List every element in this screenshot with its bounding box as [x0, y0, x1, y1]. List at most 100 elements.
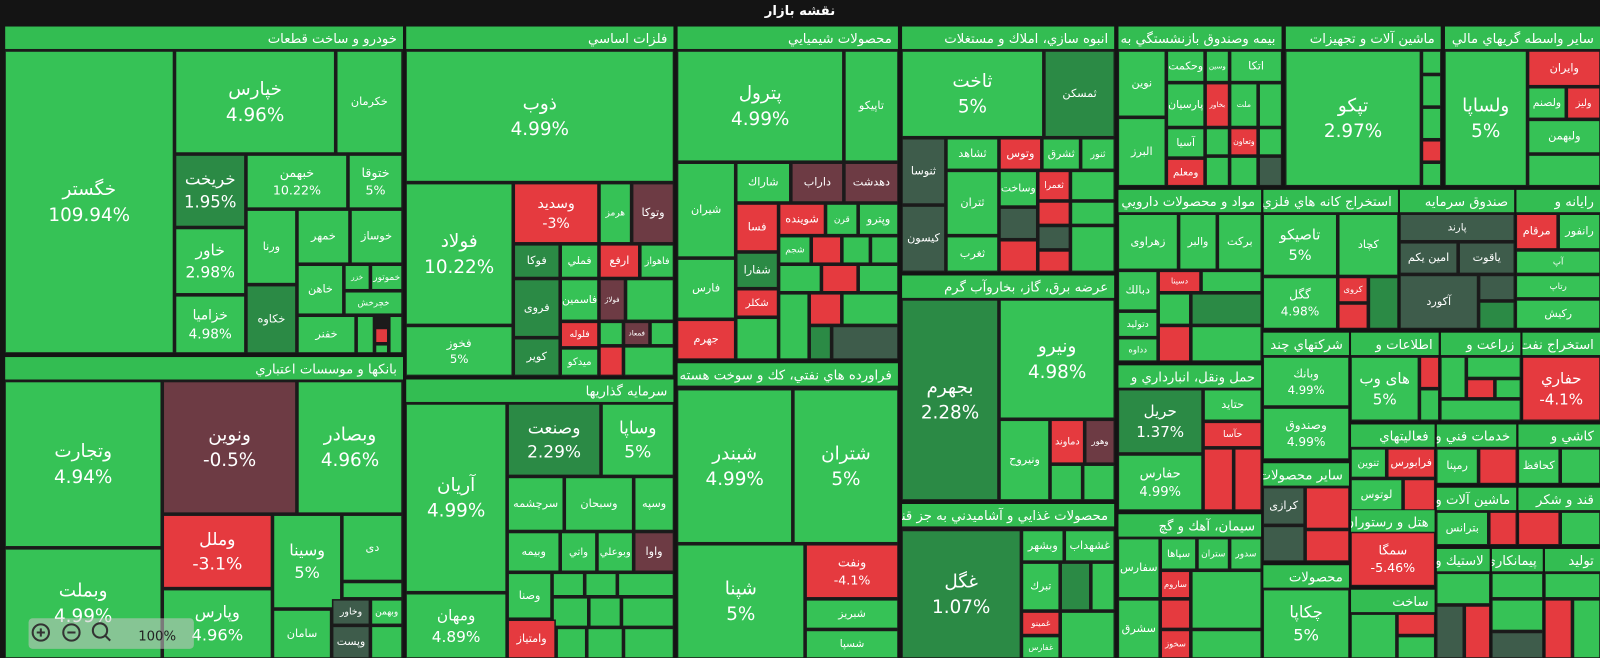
tile — [1397, 613, 1435, 636]
tile — [406, 182, 514, 326]
tile — [650, 321, 674, 346]
tile — [1160, 629, 1191, 658]
tile-change: 1.37% — [1136, 423, 1184, 441]
tile — [825, 203, 858, 236]
tile — [599, 182, 632, 244]
zoom-in-button[interactable] — [31, 623, 50, 642]
tile — [1118, 537, 1160, 599]
tile-label: اتكا — [1248, 59, 1264, 72]
sector-header — [1118, 514, 1262, 537]
sector-header — [5, 26, 404, 49]
tile — [344, 264, 371, 291]
sector-name: فلزات اساسي — [588, 32, 667, 47]
sector-name: محصولات شيميايي — [788, 32, 892, 47]
tile-label: آپ — [1553, 256, 1564, 268]
tile-label: ونوين — [208, 424, 251, 445]
tile-change: 1.07% — [932, 597, 990, 618]
tile — [348, 154, 403, 209]
tile — [999, 207, 1038, 240]
tile — [5, 50, 175, 353]
sector: ساير واسطه گريهاي مالي ولساپا 5% وايران ولصن… — [1444, 26, 1600, 186]
tile-change: 4.98% — [189, 327, 232, 343]
tile — [1060, 562, 1091, 611]
tile — [162, 514, 273, 589]
tile — [599, 346, 624, 376]
tile — [1021, 529, 1065, 562]
tile-label: خزاميا — [193, 308, 228, 324]
tile-label: ستران — [1201, 549, 1225, 559]
tile — [1118, 599, 1160, 658]
sector: سرمايه گذاريها آريان 4.99% وصنعت 2.29% وساپا 5… — [406, 379, 674, 658]
tile-label: دی — [366, 541, 380, 554]
tile — [1166, 158, 1205, 186]
tile — [1400, 242, 1458, 275]
tile — [1436, 605, 1465, 658]
tile — [809, 325, 832, 360]
tile — [1233, 448, 1262, 511]
sector-header — [1400, 189, 1515, 213]
tile — [1229, 537, 1262, 571]
sector-name: استخراج كانه هاي فلزي — [1261, 195, 1391, 210]
tile — [623, 321, 650, 346]
sector-header — [406, 26, 674, 49]
tile — [1544, 599, 1573, 658]
tile — [1201, 270, 1262, 293]
tile — [1421, 74, 1441, 107]
tile — [389, 315, 403, 353]
tile — [1466, 378, 1495, 399]
tile-change: 109.94% — [48, 205, 130, 226]
tile — [1566, 86, 1600, 120]
tile — [272, 609, 332, 658]
tile-label: وپترو — [866, 212, 891, 225]
tile-label: بترانس — [1446, 521, 1479, 535]
sector-header — [1351, 589, 1435, 613]
tile — [831, 325, 898, 360]
tile — [1400, 213, 1515, 242]
tile — [1070, 201, 1115, 226]
tile — [1118, 213, 1179, 271]
tile — [842, 293, 898, 326]
sector-name: هتل و رستوران — [1345, 515, 1429, 530]
tile — [297, 315, 356, 353]
tile — [586, 627, 624, 658]
tile-label: فوكا — [527, 254, 547, 267]
tile — [778, 264, 822, 293]
zoom-out-button[interactable] — [62, 623, 81, 642]
tile-change: 4.99% — [731, 109, 789, 130]
tile — [1400, 274, 1479, 329]
tile-label: زهراوی — [1131, 235, 1166, 248]
tile-change: 10.22% — [273, 183, 321, 198]
tile-label: وامتياز — [516, 632, 547, 645]
tile-label: بجهرم — [927, 377, 974, 398]
zoom-reset-button[interactable] — [91, 622, 111, 642]
tile — [1191, 325, 1262, 362]
tile — [1158, 293, 1191, 326]
tile — [640, 244, 674, 279]
tile-label: خاور — [195, 242, 225, 261]
tile — [370, 264, 403, 291]
tile-label: وپارس — [195, 603, 240, 623]
tile — [677, 162, 736, 258]
tile-label: امين يكم — [1408, 251, 1449, 265]
sector-name: استخراج نفت — [1519, 338, 1594, 353]
tile — [844, 162, 898, 203]
tile-label: شپنا — [725, 578, 757, 599]
tile-label: سشرق — [1122, 622, 1156, 635]
sector-name: ماشين آلات و — [1434, 491, 1510, 508]
tile — [1084, 419, 1115, 464]
tile-change: 2.98% — [186, 263, 235, 281]
sector-header — [1436, 548, 1490, 572]
tile — [1421, 107, 1441, 140]
tile-label: وسبحان — [580, 497, 617, 510]
tile-label: شسپا — [840, 638, 865, 650]
tile — [1368, 276, 1398, 329]
tile-label: غشهداب — [1069, 539, 1110, 552]
tile-label: فسا — [748, 220, 767, 233]
tile — [902, 299, 999, 500]
tile-change: 5% — [450, 352, 469, 366]
tile-label: نوين — [1132, 77, 1153, 91]
tile-label: ونفت — [838, 555, 866, 571]
tile — [1527, 154, 1600, 186]
tile-label: وتجارت — [54, 441, 112, 462]
